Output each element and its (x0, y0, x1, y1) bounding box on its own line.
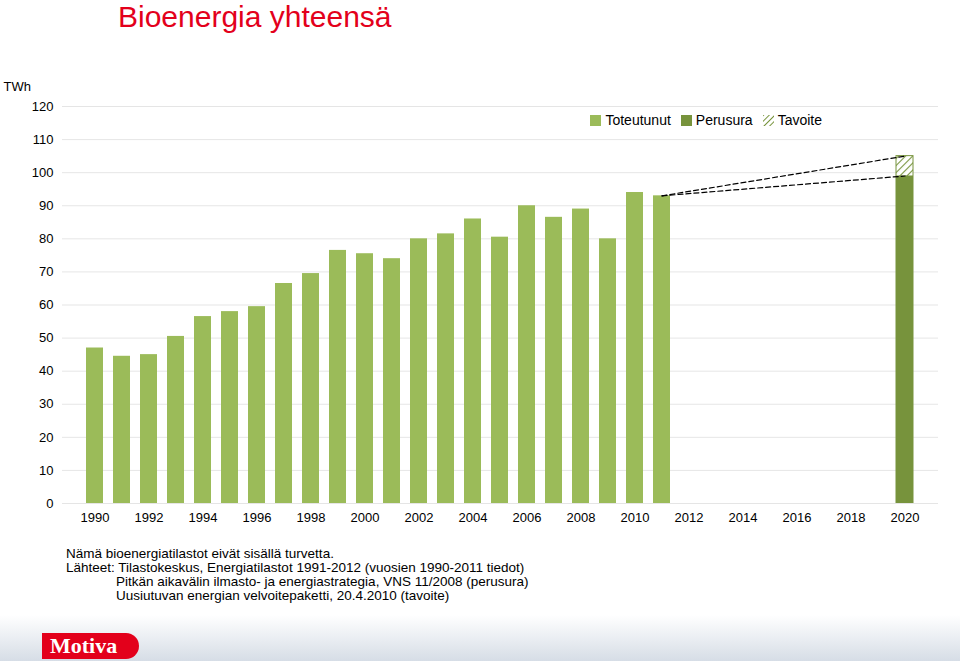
svg-text:2000: 2000 (351, 510, 380, 525)
svg-text:50: 50 (39, 330, 53, 345)
svg-text:1990: 1990 (81, 510, 110, 525)
svg-text:2014: 2014 (729, 510, 758, 525)
svg-text:90: 90 (39, 198, 53, 213)
html-text:Tavoite: Tavoite (777, 112, 822, 128)
svg-text:1998: 1998 (297, 510, 326, 525)
svg-text:2002: 2002 (405, 510, 434, 525)
html-text:Perusura: Perusura (695, 112, 753, 128)
svg-text:1994: 1994 (189, 510, 218, 525)
svg-text:2006: 2006 (513, 510, 542, 525)
svg-text:10: 10 (39, 463, 53, 478)
svg-text:1992: 1992 (135, 510, 164, 525)
svg-text:110: 110 (33, 132, 54, 147)
html-text:Bioenergia yhteensä: Bioenergia yhteensä (118, 0, 392, 33)
html-text:Toteutunut: Toteutunut (605, 112, 671, 128)
svg-text:120: 120 (32, 99, 54, 114)
svg-text:60: 60 (39, 297, 53, 312)
html-text:Uusiutuvan energian velvoitepa: Uusiutuvan energian velvoitepaketti, 20.… (116, 588, 450, 603)
svg-text:100: 100 (32, 165, 54, 180)
svg-text:2008: 2008 (567, 510, 596, 525)
svg-text:2020: 2020 (891, 510, 920, 525)
svg-text:20: 20 (39, 429, 53, 444)
html-text:Motiva: Motiva (50, 633, 118, 658)
svg-text:2018: 2018 (837, 510, 866, 525)
svg-text:1996: 1996 (243, 510, 272, 525)
svg-text:80: 80 (39, 231, 53, 246)
html-text:Pitkän aikavälin ilmasto- ja e: Pitkän aikavälin ilmasto- ja energiastra… (116, 574, 529, 589)
svg-text:TWh: TWh (4, 79, 31, 94)
svg-text:2010: 2010 (621, 510, 650, 525)
svg-text:2004: 2004 (459, 510, 488, 525)
html-text:Nämä bioenergiatilastot eivät: Nämä bioenergiatilastot eivät sisällä tu… (66, 546, 334, 561)
svg-text:0: 0 (46, 496, 53, 511)
svg-text:40: 40 (39, 363, 53, 378)
html-text:Lähteet: Tilastokeskus, Energi: Lähteet: Tilastokeskus, Energiatilastot … (66, 560, 525, 575)
svg-text:2016: 2016 (783, 510, 812, 525)
svg-text:30: 30 (39, 396, 53, 411)
svg-text:2012: 2012 (675, 510, 704, 525)
svg-text:70: 70 (39, 264, 53, 279)
